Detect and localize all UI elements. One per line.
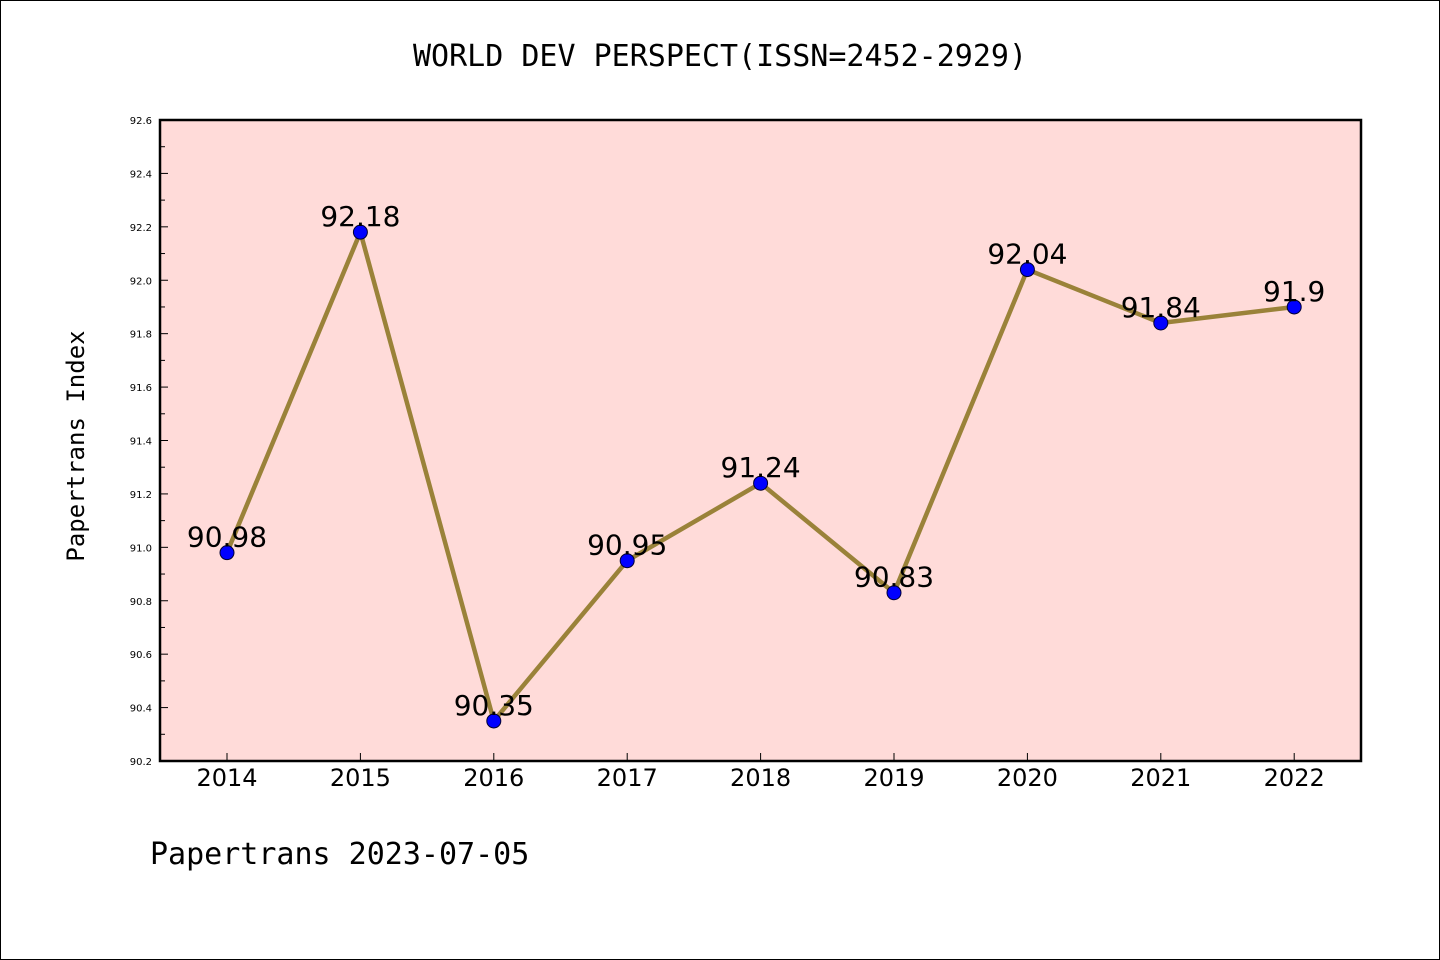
data-label: 90.98 <box>187 521 267 554</box>
x-tick-label: 2018 <box>730 764 791 792</box>
x-axis-ticks: 2014 2015 2016 2017 2018 2019 2020 2021 2022 <box>196 753 1325 792</box>
y-tick-label: 90.2 <box>130 757 152 768</box>
data-point <box>619 553 635 569</box>
data-label: 91.84 <box>1121 291 1201 324</box>
y-tick-label: 92.2 <box>130 223 152 234</box>
y-tick-label: 91.4 <box>130 437 152 448</box>
y-tick-label: 92.6 <box>130 116 152 127</box>
x-tick-label: 2016 <box>463 764 524 792</box>
data-point <box>1286 299 1302 315</box>
data-label: 90.35 <box>454 689 534 722</box>
y-tick-label: 91.8 <box>130 330 152 341</box>
data-point <box>1153 315 1169 331</box>
x-tick-label: 2015 <box>330 764 391 792</box>
x-tick-label: 2022 <box>1264 764 1325 792</box>
data-point <box>352 224 368 240</box>
data-point <box>1019 262 1035 278</box>
y-tick-label: 91.2 <box>130 490 152 501</box>
y-tick-label: 90.8 <box>130 597 152 608</box>
data-labels-layer: 90.98 92.18 90.35 90.95 91.24 90.83 92.04 91.84… <box>187 200 1325 722</box>
data-point <box>219 545 235 561</box>
data-point <box>486 713 502 729</box>
y-tick-label: 92.4 <box>130 169 152 180</box>
data-label: 92.18 <box>320 200 400 233</box>
data-point <box>753 475 769 491</box>
x-tick-label: 2021 <box>1130 764 1191 792</box>
x-tick-label: 2014 <box>196 764 257 792</box>
x-tick-label: 2019 <box>863 764 924 792</box>
y-tick-label: 91.0 <box>130 543 152 554</box>
data-label: 92.04 <box>987 238 1067 271</box>
data-label: 90.83 <box>854 561 934 594</box>
y-axis-label: Papertrans Index <box>62 330 90 561</box>
data-point <box>886 585 902 601</box>
y-tick-label: 90.4 <box>130 704 152 715</box>
y-tick-label: 90.6 <box>130 650 152 661</box>
x-tick-label: 2017 <box>597 764 658 792</box>
y-axis-ticks: 90.2 90.4 90.6 90.8 91.0 91.2 91.4 91.6 91.8 92.0… <box>130 116 168 768</box>
y-tick-label: 91.6 <box>130 383 152 394</box>
chart-title: WORLD DEV PERSPECT(ISSN=2452-2929) <box>413 39 1027 74</box>
series-layer <box>219 224 1302 729</box>
data-label: 91.24 <box>721 451 801 484</box>
data-label: 90.95 <box>587 529 667 562</box>
y-tick-label: 92.0 <box>130 276 152 287</box>
x-tick-label: 2020 <box>997 764 1058 792</box>
data-label: 91.9 <box>1263 275 1325 308</box>
footer-note: Papertrans 2023-07-05 <box>150 837 529 872</box>
